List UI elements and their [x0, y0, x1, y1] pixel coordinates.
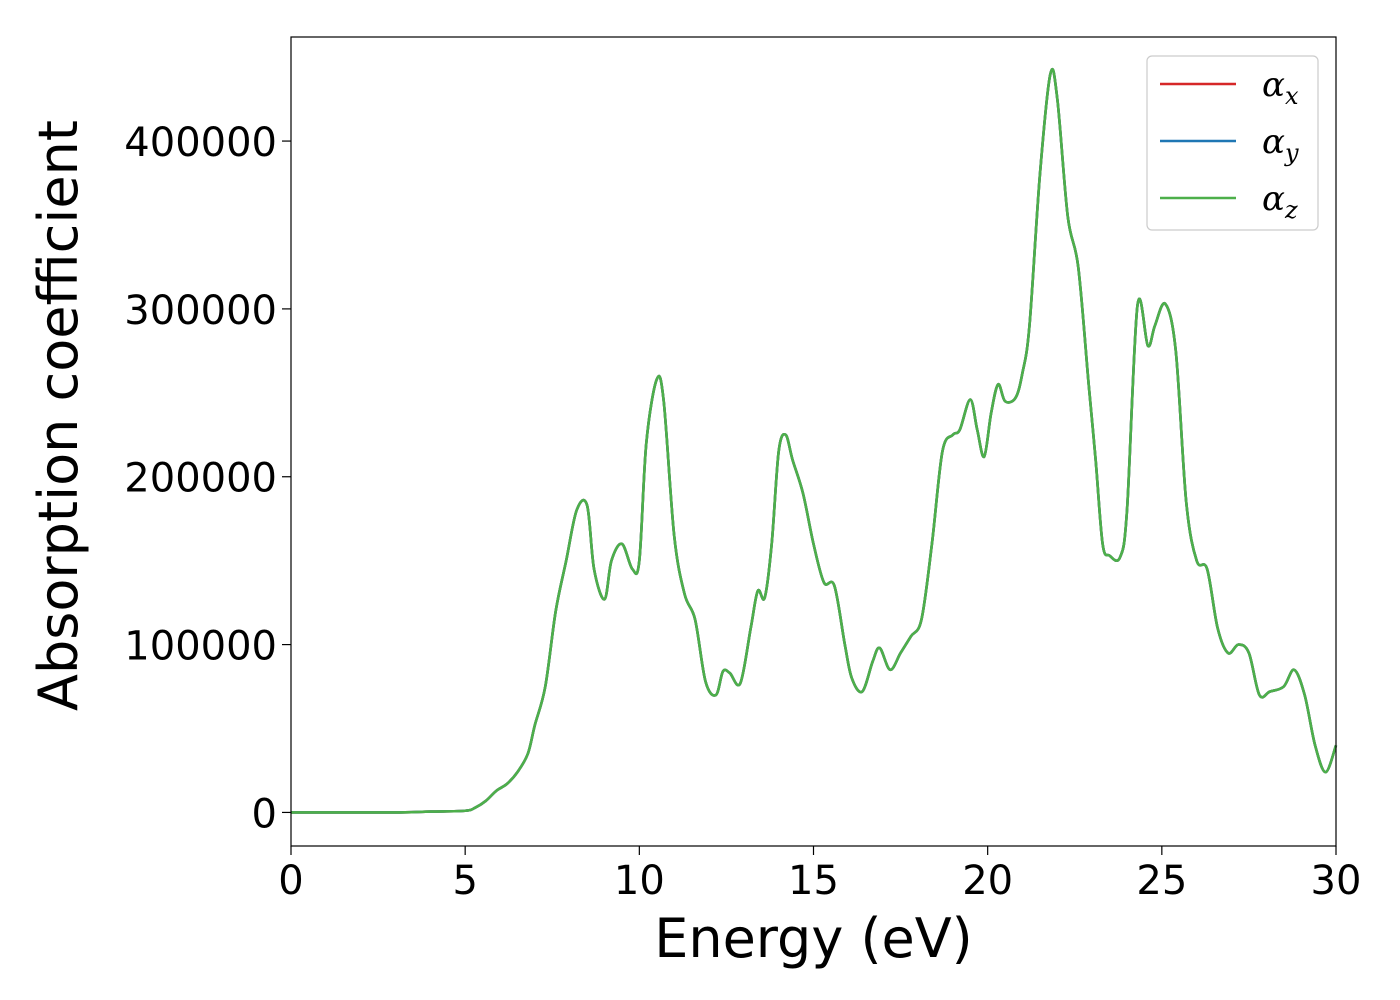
legend-label-y: αy [1262, 122, 1299, 167]
x-axis: 0 5 10 15 20 25 30 [278, 846, 1361, 904]
x-tick-label: 20 [962, 858, 1013, 904]
y-tick-label: 100000 [124, 624, 277, 670]
legend-box [1146, 55, 1319, 231]
x-tick-label: 0 [278, 858, 303, 904]
x-tick-label: 30 [1311, 858, 1362, 904]
y-tick-label: 400000 [124, 120, 277, 166]
y-tick-label: 300000 [124, 288, 277, 334]
legend-label-z: αz [1262, 179, 1298, 224]
x-tick-label: 10 [614, 858, 665, 904]
legend-label-x: αx [1262, 65, 1299, 110]
y-tick-label: 200000 [124, 456, 277, 502]
x-tick-label: 5 [452, 858, 477, 904]
legend: αx αy αz [1146, 55, 1319, 231]
series-line-z [290, 67, 1338, 814]
x-tick-label: 15 [788, 858, 839, 904]
y-tick-label: 0 [252, 791, 277, 837]
y-axis-label: Absorption coefficient [27, 120, 90, 711]
x-tick-label: 25 [1136, 858, 1187, 904]
plot-area [290, 67, 1338, 814]
x-axis-label: Energy (eV) [654, 907, 973, 970]
y-axis: 0 100000 200000 300000 400000 [124, 120, 291, 837]
